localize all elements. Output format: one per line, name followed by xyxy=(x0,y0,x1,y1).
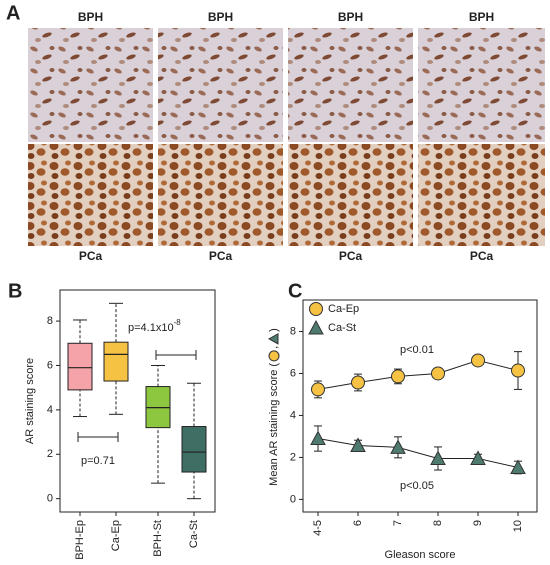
box xyxy=(103,341,129,382)
marker xyxy=(310,430,326,446)
marker xyxy=(431,366,445,381)
plot-frame xyxy=(59,289,216,513)
box-chart: 0 2 4 6 8 AR staining score BPH-Ep Ca-Ep BPH-St C… xyxy=(24,289,216,560)
x-tick-label: Ca-St xyxy=(188,520,200,548)
x-tick-label: 7 xyxy=(392,520,404,526)
marker xyxy=(471,353,485,368)
y-tick-label: 6 xyxy=(290,367,296,379)
marker xyxy=(311,382,325,397)
y-tick-label: 4 xyxy=(47,404,53,416)
micrographs: BPH PCa BPH PCa BPH PCa BPH PCa xyxy=(28,10,545,263)
image-label: BPH xyxy=(469,10,494,24)
image-label: PCa xyxy=(339,249,363,263)
image-label: PCa xyxy=(79,249,103,263)
series-line xyxy=(317,359,519,390)
x-tick-label: 9 xyxy=(472,520,484,526)
marker xyxy=(350,437,366,452)
marker xyxy=(470,450,486,465)
marker xyxy=(511,363,525,378)
y-tick-label: 8 xyxy=(290,325,296,337)
image-label: BPH xyxy=(338,10,363,24)
marker xyxy=(430,450,446,465)
marker xyxy=(391,369,405,384)
x-tick-label: 8 xyxy=(432,520,444,526)
y-axis-label-part: ) xyxy=(268,328,280,332)
micrograph xyxy=(158,144,283,246)
annotation: p=0.71 xyxy=(81,455,115,467)
y-axis-label: AR staining score xyxy=(24,358,36,444)
panel-label: A xyxy=(6,2,20,24)
y-tick-label: 8 xyxy=(47,315,53,327)
x-tick-label: BPH-St xyxy=(152,520,164,557)
image-label: BPH xyxy=(208,10,233,24)
micrograph xyxy=(418,144,545,246)
y-tick-label: 2 xyxy=(47,448,53,460)
y-axis-label-part: Mean AR staining score ( xyxy=(268,363,280,486)
micrograph xyxy=(28,144,153,246)
micrograph xyxy=(288,144,413,246)
marker xyxy=(390,439,406,454)
micrograph xyxy=(288,28,413,142)
panel-label: C xyxy=(288,280,302,302)
series-line xyxy=(317,438,519,468)
x-axis-label: Gleason score xyxy=(385,549,456,561)
x-tick-label: BPH-Ep xyxy=(74,520,86,560)
annotation: p=4.1x10-8 xyxy=(128,318,181,334)
marker xyxy=(351,375,365,390)
annotation: p<0.01 xyxy=(400,344,434,356)
y-tick-label: 0 xyxy=(47,493,53,505)
image-label: PCa xyxy=(470,249,494,263)
marker xyxy=(510,459,526,475)
annotation-superscript: -8 xyxy=(174,318,182,327)
micrograph xyxy=(418,28,545,142)
y-axis-label-part: , xyxy=(268,346,280,349)
box xyxy=(181,426,207,473)
y-tick-label: 0 xyxy=(290,493,296,505)
y-tick-label: 6 xyxy=(47,359,53,371)
y-tick-label: 4 xyxy=(290,409,296,421)
box xyxy=(67,342,93,391)
x-tick-label: Ca-Ep xyxy=(110,520,122,551)
annotation-text: p=4.1x10 xyxy=(128,322,174,334)
legend-label: Ca-Ep xyxy=(328,303,359,315)
legend-label: Ca-St xyxy=(328,322,356,334)
x-tick-label: 6 xyxy=(352,520,364,526)
micrograph xyxy=(28,28,153,142)
image-label: BPH xyxy=(78,10,103,24)
y-axis-label: Mean AR staining score (,) xyxy=(268,328,280,486)
x-tick-label: 4-5 xyxy=(312,520,324,536)
x-tick-label: 10 xyxy=(512,520,524,532)
annotation: p<0.05 xyxy=(400,480,434,492)
marker xyxy=(309,302,323,316)
marker xyxy=(308,319,324,335)
panel-label: B xyxy=(8,280,22,302)
image-label: PCa xyxy=(209,249,233,263)
legend-icon xyxy=(267,333,279,345)
y-tick-label: 2 xyxy=(290,451,296,463)
line-chart: 0 2 4 6 8 4-5 6 7 8 9 10 Gleason score Mean AR stain… xyxy=(268,299,538,561)
plot-frame xyxy=(302,299,538,513)
legend-icon xyxy=(268,350,280,362)
micrograph xyxy=(158,28,283,142)
